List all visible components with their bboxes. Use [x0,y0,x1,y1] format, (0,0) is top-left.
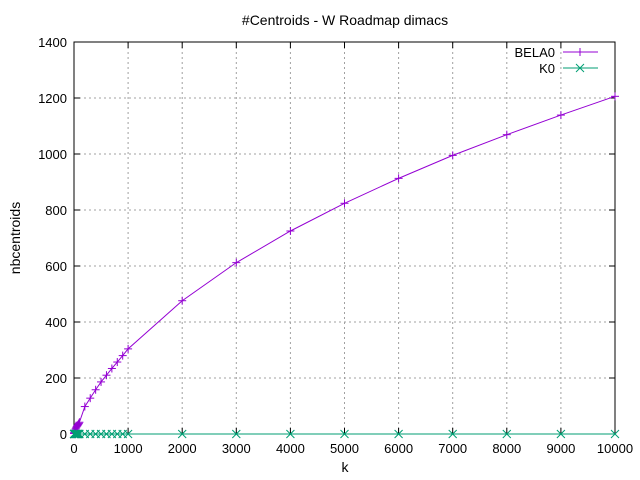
y-tick-label: 0 [60,427,67,442]
data-point [91,385,100,394]
data-point [448,429,458,439]
y-tick-label: 600 [45,259,67,274]
legend-marker [576,48,584,56]
data-point [286,227,295,235]
data-point [74,419,83,428]
data-point [177,429,187,439]
data-point [394,429,403,439]
marker-stroke [394,429,403,439]
y-tick-label: 1200 [38,91,67,106]
x-tick-label: 2000 [168,441,197,456]
data-point [107,364,116,373]
marker-stroke [340,429,349,439]
legend-marker [575,63,585,73]
series-bela0 [70,92,619,438]
marker-stroke [448,429,458,439]
marker-stroke [177,429,187,439]
x-tick-label: 1000 [114,441,143,456]
data-point [102,371,111,380]
data-point [394,174,403,183]
series-group [69,92,620,439]
data-point [611,92,619,101]
data-point [74,420,83,429]
x-tick-label: 7000 [438,441,467,456]
data-point [448,151,457,160]
data-point [231,429,241,439]
data-point [502,429,512,439]
data-point [232,258,241,267]
y-tick-label: 1400 [38,35,67,50]
data-point [340,199,349,208]
marker-stroke [286,429,295,439]
legend-label: BELA0 [515,45,555,60]
data-point [75,418,84,427]
data-point [610,429,620,439]
data-point [556,429,566,439]
data-point [80,402,89,411]
x-tick-label: 5000 [330,441,359,456]
data-point [123,429,133,439]
y-tick-label: 800 [45,203,67,218]
marker-stroke [610,429,620,439]
x-tick-label: 0 [70,441,77,456]
data-point [113,358,122,367]
x-tick-label: 9000 [546,441,575,456]
data-point [124,344,133,353]
data-point [556,111,565,120]
chart-title: #Centroids - W Roadmap dimacs [242,12,448,28]
series-k0 [69,429,620,439]
data-point [286,429,295,439]
y-tick-label: 200 [45,371,67,386]
data-point [502,130,511,139]
data-point [118,351,127,360]
marker-stroke [502,429,512,439]
marker-stroke [231,429,241,439]
grid [74,42,615,434]
x-tick-label: 6000 [384,441,413,456]
axes: 0 1000 2000 3000 4000 5000 6000 7000 8000 9000 100… [38,35,633,456]
x-tick-label: 3000 [222,441,251,456]
x-axis-label: k [342,459,350,475]
y-axis-label: nbcentroids [7,202,23,274]
x-tick-label: 4000 [276,441,305,456]
data-point [86,394,95,403]
marker-stroke [575,63,585,73]
x-tick-label: 8000 [492,441,521,456]
x-tick-label: 10000 [597,441,633,456]
data-point [178,296,187,305]
marker-stroke [123,429,133,439]
y-tick-label: 400 [45,315,67,330]
data-point [97,377,106,386]
y-tick-label: 1000 [38,147,67,162]
marker-stroke [556,429,566,439]
data-point [340,429,349,439]
legend-label: K0 [539,61,555,76]
